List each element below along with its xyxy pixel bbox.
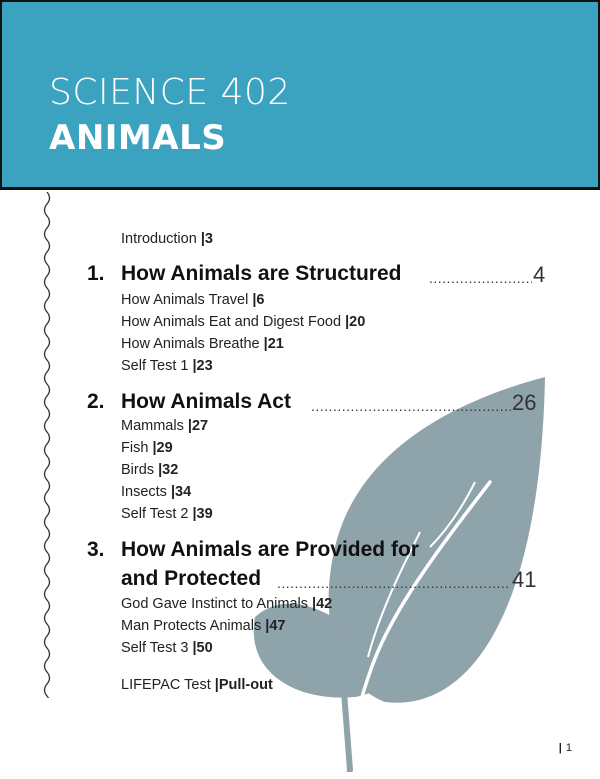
toc-item-label: Self Test 2 [121, 506, 189, 522]
header-banner: SCIENCE 402 ANIMALS [0, 0, 600, 190]
page-number-value: 1 [565, 742, 572, 754]
toc-item-page: 20 [349, 314, 366, 330]
toc-item-label: Fish [121, 440, 149, 456]
toc-item-page: 27 [191, 418, 209, 434]
leaf-watermark-icon [253, 377, 545, 772]
toc-item[interactable]: Self Test 1 |23 [121, 358, 213, 374]
toc-item-page: 39 [196, 506, 213, 522]
toc-lifepac-label: LIFEPAC Test [121, 677, 211, 693]
toc-item-page: 50 [196, 640, 213, 656]
toc-item[interactable]: Man Protects Animals |47 [121, 618, 285, 634]
section-number: 2. [87, 390, 105, 413]
course-subject: SCIENCE 402 [49, 72, 291, 113]
toc-item[interactable]: Self Test 3 |50 [121, 640, 213, 656]
toc-item-sep: | [170, 484, 176, 500]
toc-intro[interactable]: Introduction |3 [121, 231, 213, 247]
toc-item-sep: | [345, 314, 350, 330]
toc-item[interactable]: Fish |29 [121, 440, 173, 456]
toc-item[interactable]: How Animals Breathe |21 [121, 336, 284, 352]
toc-item-sep: | [158, 462, 163, 478]
section-number: 1. [87, 262, 105, 285]
section-page: 4 [533, 262, 546, 287]
toc-intro-page: 3 [204, 231, 213, 247]
toc-item-sep: | [192, 640, 197, 656]
toc-item-page: 32 [162, 462, 179, 478]
toc-item-page: 47 [269, 618, 286, 634]
toc-item-page: 6 [256, 292, 265, 308]
toc-intro-sep: | [200, 231, 205, 247]
toc-item-label: God Gave Instinct to Animals [121, 596, 308, 612]
toc-item-label: How Animals Breathe [121, 336, 260, 352]
toc-item-sep: | [152, 440, 157, 456]
section-heading-line1: How Animals are Provided for [121, 538, 419, 561]
toc-item-sep: | [187, 418, 192, 434]
toc-item-page: 29 [156, 440, 173, 456]
toc-item-page: 42 [316, 596, 333, 612]
section-heading: How Animals Act [121, 390, 291, 413]
toc-item-sep: | [252, 292, 257, 308]
toc-item-sep: | [192, 506, 197, 522]
toc-lifepac-sep: | [214, 677, 219, 693]
toc-item-sep: | [265, 618, 270, 634]
toc-item-label: How Animals Eat and Digest Food [121, 314, 342, 330]
dot-leader: ........................................… [311, 398, 511, 414]
toc-item[interactable]: Insects |34 [121, 484, 191, 500]
toc-item-page: 21 [267, 336, 284, 352]
toc-item[interactable]: Self Test 2 |39 [121, 506, 213, 522]
toc-item-sep: | [263, 336, 268, 352]
section-page: 41 [512, 567, 537, 592]
toc-item[interactable]: Mammals |27 [121, 418, 208, 434]
toc-item-label: Mammals [121, 418, 184, 434]
section-number: 3. [87, 538, 105, 561]
toc-item[interactable]: How Animals Travel |6 [121, 292, 265, 308]
toc-lifepac-page: Pull-out [218, 677, 273, 693]
page-number: | 1 [559, 742, 572, 754]
toc-item-label: Self Test 1 [121, 358, 189, 374]
toc-item-label: Insects [121, 484, 167, 500]
section-heading: How Animals are Structured [121, 262, 402, 285]
course-title: ANIMALS [49, 118, 227, 158]
toc-item-label: How Animals Travel [121, 292, 249, 308]
page-number-sep: | [558, 742, 562, 754]
toc-item-sep: | [312, 596, 317, 612]
toc-item[interactable]: How Animals Eat and Digest Food |20 [121, 314, 365, 330]
toc-item-label: Birds [121, 462, 155, 478]
toc-item-page: 23 [196, 358, 213, 374]
toc-item[interactable]: Birds |32 [121, 462, 178, 478]
toc-item-label: Self Test 3 [121, 640, 189, 656]
dot-leader: ........................................… [429, 270, 532, 286]
toc-lifepac-test[interactable]: LIFEPAC Test |Pull-out [121, 677, 273, 693]
toc-item-label: Man Protects Animals [121, 618, 262, 634]
toc-item-page: 34 [175, 484, 192, 500]
toc-intro-label: Introduction [121, 231, 197, 247]
wavy-border-decoration [43, 192, 51, 698]
section-page: 26 [512, 390, 537, 415]
section-heading-line2: and Protected [121, 567, 262, 590]
toc-item[interactable]: God Gave Instinct to Animals |42 [121, 596, 332, 612]
toc-item-sep: | [192, 358, 197, 374]
dot-leader: ........................................… [277, 575, 511, 591]
